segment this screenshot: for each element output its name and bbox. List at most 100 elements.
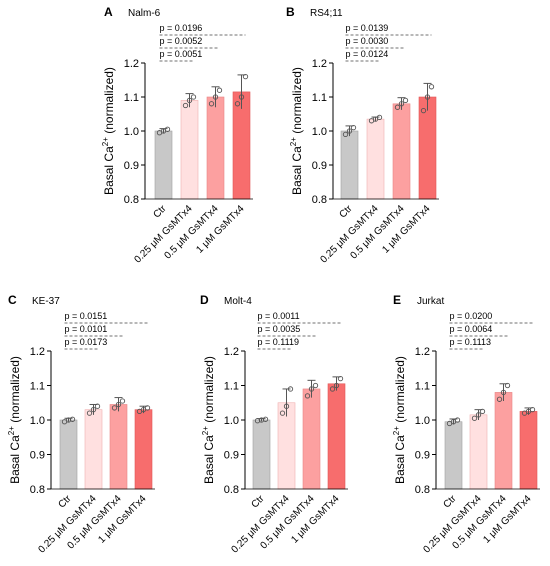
- y-tick-label: 1.1: [415, 381, 430, 393]
- data-point: [346, 128, 353, 134]
- data-point: [529, 406, 536, 413]
- data-point: [304, 393, 311, 399]
- data-point: [234, 101, 241, 107]
- p-value-label: p = 0.0051: [160, 49, 203, 59]
- panel-d: D Molt-4 0.8 0.9 1.0 1.1 1.2 Basal Ca2+ (normal…: [200, 293, 348, 555]
- bar: [302, 388, 321, 490]
- panel-title: Molt-4: [224, 296, 252, 307]
- bar: [494, 392, 513, 490]
- data-point: [287, 386, 294, 392]
- data-point: [283, 403, 290, 409]
- data-point: [115, 401, 122, 408]
- p-value-label: p = 0.0035: [258, 324, 301, 334]
- p-value-label: p = 0.0064: [450, 324, 493, 334]
- y-tick-label: 1.0: [312, 126, 327, 138]
- data-point: [471, 415, 478, 421]
- p-value-label: p = 0.0124: [346, 49, 389, 59]
- data-point: [190, 94, 197, 100]
- y-tick-label: 1.2: [124, 58, 139, 70]
- data-point: [144, 405, 151, 411]
- y-tick-label: 1.0: [224, 415, 239, 427]
- panel-title: Jurkat: [417, 296, 444, 307]
- data-point: [308, 386, 315, 392]
- data-point: [69, 416, 76, 422]
- x-category-label: Ctr: [337, 203, 355, 221]
- bar: [134, 409, 153, 490]
- y-tick-label: 0.8: [312, 194, 327, 206]
- data-point: [216, 87, 223, 93]
- data-point: [402, 97, 409, 104]
- data-point: [111, 405, 118, 411]
- y-tick-label: 0.8: [415, 484, 430, 496]
- y-tick-label: 1.1: [124, 92, 139, 104]
- data-point: [164, 126, 171, 132]
- data-point: [500, 389, 507, 396]
- bar: [519, 411, 538, 490]
- data-point: [182, 102, 189, 109]
- bar: [180, 100, 199, 200]
- bar: [366, 118, 385, 200]
- panel-letter: A: [104, 5, 113, 19]
- y-tick-label: 1.2: [415, 346, 430, 358]
- bar: [84, 409, 103, 490]
- data-point: [312, 382, 319, 389]
- panel-letter: B: [286, 5, 295, 19]
- bar: [392, 103, 411, 200]
- bar: [444, 421, 463, 490]
- bar: [206, 96, 225, 200]
- p-value-label: p = 0.0139: [346, 23, 389, 33]
- p-value-label: p = 0.0030: [346, 36, 389, 46]
- y-tick-label: 0.9: [124, 160, 139, 172]
- y-tick-label: 0.9: [30, 450, 45, 462]
- panel-b: B RS4;11 0.8 0.9 1.0 1.1 1.2 Basal Ca2+ (normal…: [286, 5, 439, 265]
- x-category-label: Ctr: [151, 203, 169, 221]
- y-tick-label: 1.2: [224, 346, 239, 358]
- panel-title: Nalm-6: [128, 8, 161, 19]
- data-point: [208, 101, 215, 107]
- data-point: [496, 396, 503, 402]
- y-axis-label: Basal Ca2+ (normalized): [101, 67, 116, 195]
- data-point: [119, 398, 126, 404]
- p-value-label: p = 0.0196: [160, 23, 203, 33]
- data-point: [454, 417, 461, 423]
- y-tick-label: 0.8: [124, 194, 139, 206]
- data-point: [398, 101, 405, 107]
- y-tick-label: 0.8: [224, 484, 239, 496]
- data-point: [329, 386, 336, 392]
- y-tick-label: 1.0: [124, 126, 139, 138]
- panel-letter: E: [393, 293, 401, 307]
- y-tick-label: 1.0: [415, 415, 430, 427]
- p-value-label: p = 0.0052: [160, 36, 203, 46]
- data-point: [86, 410, 93, 416]
- panel-e: E Jurkat 0.8 0.9 1.0 1.1 1.2 Basal Ca2+ (normal…: [392, 293, 540, 555]
- bar: [252, 419, 271, 490]
- x-category-label: Ctr: [249, 493, 267, 511]
- panel-a: A Nalm-6 0.8 0.9 1.0 1.1 1.2 Basal Ca2+ (normal…: [101, 5, 253, 265]
- p-value-label: p = 0.0200: [450, 311, 493, 321]
- y-tick-label: 1.1: [312, 92, 327, 104]
- data-point: [479, 408, 486, 415]
- data-point: [475, 412, 482, 418]
- panel-letter: D: [200, 293, 209, 307]
- data-point: [376, 114, 383, 121]
- x-category-label: Ctr: [441, 493, 459, 511]
- y-tick-label: 1.1: [224, 381, 239, 393]
- data-point: [337, 375, 344, 382]
- data-point: [350, 124, 357, 131]
- p-value-label: p = 0.0101: [65, 324, 108, 334]
- y-tick-label: 1.2: [30, 346, 45, 358]
- bar: [154, 130, 173, 200]
- data-point: [504, 382, 511, 389]
- y-tick-label: 1.2: [312, 58, 327, 70]
- bar: [469, 414, 488, 490]
- data-point: [262, 416, 269, 422]
- y-tick-label: 0.9: [224, 450, 239, 462]
- bar: [59, 419, 78, 490]
- data-point: [186, 97, 193, 104]
- p-value-label: p = 0.1119: [258, 337, 299, 347]
- y-axis-label: Basal Ca2+ (normalized): [289, 67, 304, 195]
- y-tick-label: 0.8: [30, 484, 45, 496]
- y-axis-label: Basal Ca2+ (normalized): [392, 356, 407, 484]
- data-point: [279, 410, 286, 416]
